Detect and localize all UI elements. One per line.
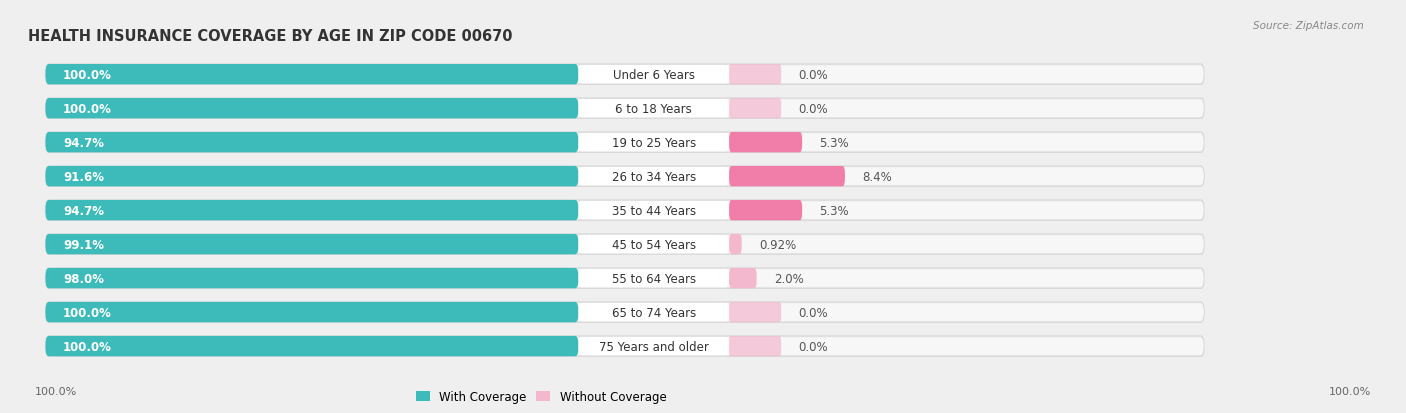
FancyBboxPatch shape [45,200,1204,221]
FancyBboxPatch shape [578,269,730,287]
Text: 65 to 74 Years: 65 to 74 Years [612,306,696,319]
Text: 0.0%: 0.0% [799,340,828,353]
FancyBboxPatch shape [730,65,782,85]
FancyBboxPatch shape [730,336,782,356]
FancyBboxPatch shape [46,100,1204,118]
FancyBboxPatch shape [46,337,1204,355]
FancyBboxPatch shape [45,336,578,356]
Text: 0.0%: 0.0% [799,306,828,319]
FancyBboxPatch shape [46,304,1204,321]
FancyBboxPatch shape [578,100,730,118]
FancyBboxPatch shape [46,66,1204,84]
FancyBboxPatch shape [45,268,1204,289]
Text: 98.0%: 98.0% [63,272,104,285]
FancyBboxPatch shape [730,133,803,153]
FancyBboxPatch shape [578,168,730,186]
Text: 2.0%: 2.0% [775,272,804,285]
FancyBboxPatch shape [730,166,845,187]
Text: 6 to 18 Years: 6 to 18 Years [616,102,692,115]
FancyBboxPatch shape [45,234,1204,255]
Text: 100.0%: 100.0% [63,306,111,319]
FancyBboxPatch shape [578,337,730,356]
FancyBboxPatch shape [578,202,730,220]
Text: 0.0%: 0.0% [799,102,828,115]
FancyBboxPatch shape [45,200,578,221]
FancyBboxPatch shape [730,99,782,119]
FancyBboxPatch shape [45,302,1204,323]
Text: 99.1%: 99.1% [63,238,104,251]
FancyBboxPatch shape [45,99,578,119]
FancyBboxPatch shape [730,268,756,289]
Text: 100.0%: 100.0% [63,340,111,353]
Text: 100.0%: 100.0% [1329,387,1371,396]
Text: 0.92%: 0.92% [759,238,796,251]
Text: 0.0%: 0.0% [799,69,828,81]
FancyBboxPatch shape [730,234,742,255]
Text: 45 to 54 Years: 45 to 54 Years [612,238,696,251]
Text: 5.3%: 5.3% [820,136,849,149]
Text: HEALTH INSURANCE COVERAGE BY AGE IN ZIP CODE 00670: HEALTH INSURANCE COVERAGE BY AGE IN ZIP … [28,29,513,44]
FancyBboxPatch shape [45,133,578,153]
FancyBboxPatch shape [45,65,578,85]
FancyBboxPatch shape [45,234,578,255]
Text: Under 6 Years: Under 6 Years [613,69,695,81]
FancyBboxPatch shape [46,270,1204,287]
Text: 100.0%: 100.0% [63,102,111,115]
FancyBboxPatch shape [46,236,1204,253]
FancyBboxPatch shape [45,302,578,323]
FancyBboxPatch shape [45,65,1204,85]
FancyBboxPatch shape [45,336,1204,356]
FancyBboxPatch shape [578,66,730,84]
Text: 75 Years and older: 75 Years and older [599,340,709,353]
FancyBboxPatch shape [45,166,578,187]
FancyBboxPatch shape [46,134,1204,152]
FancyBboxPatch shape [45,268,578,289]
FancyBboxPatch shape [45,133,1204,153]
Text: 26 to 34 Years: 26 to 34 Years [612,170,696,183]
FancyBboxPatch shape [46,202,1204,219]
Text: 55 to 64 Years: 55 to 64 Years [612,272,696,285]
Text: 5.3%: 5.3% [820,204,849,217]
FancyBboxPatch shape [46,168,1204,185]
Text: 19 to 25 Years: 19 to 25 Years [612,136,696,149]
Text: 94.7%: 94.7% [63,136,104,149]
FancyBboxPatch shape [578,303,730,321]
FancyBboxPatch shape [578,235,730,254]
FancyBboxPatch shape [45,166,1204,187]
Text: 35 to 44 Years: 35 to 44 Years [612,204,696,217]
Text: 8.4%: 8.4% [862,170,891,183]
Text: 91.6%: 91.6% [63,170,104,183]
Legend: With Coverage, Without Coverage: With Coverage, Without Coverage [411,385,671,408]
FancyBboxPatch shape [730,200,803,221]
Text: 100.0%: 100.0% [63,69,111,81]
Text: 100.0%: 100.0% [35,387,77,396]
Text: 94.7%: 94.7% [63,204,104,217]
Text: Source: ZipAtlas.com: Source: ZipAtlas.com [1253,21,1364,31]
FancyBboxPatch shape [730,302,782,323]
FancyBboxPatch shape [578,134,730,152]
FancyBboxPatch shape [45,99,1204,119]
